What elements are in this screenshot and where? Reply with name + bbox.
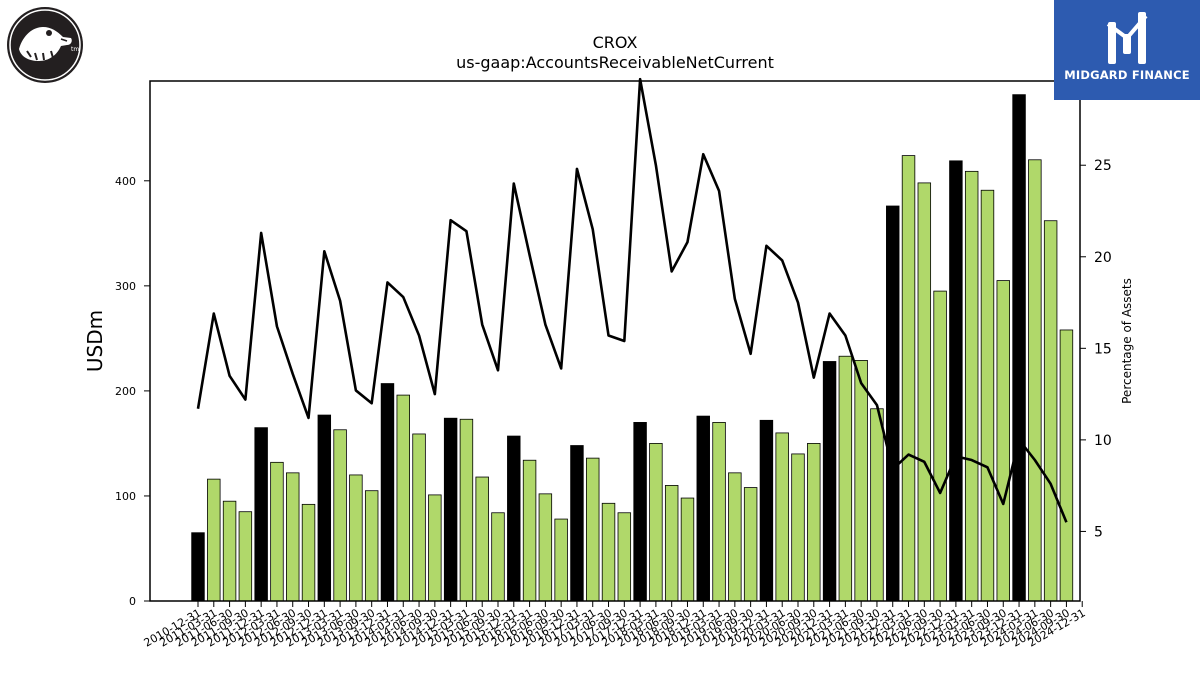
midgard-mark-icon [1106, 12, 1148, 64]
bar-2020-12-31 [822, 361, 837, 602]
y-tick-label: 300 [115, 280, 136, 293]
bar-2014-06-30 [412, 433, 426, 602]
crocs-logo: tm [5, 5, 85, 89]
y2-axis-label: Percentage of Assets [1120, 278, 1134, 404]
bar-2021-06-30 [854, 360, 868, 602]
bar-2021-09-30 [870, 408, 884, 602]
bar-2024-03-31 [1028, 159, 1042, 602]
bar-2016-12-31 [570, 445, 584, 602]
bar-2016-06-30 [538, 493, 553, 602]
bar-2015-09-30 [491, 512, 505, 602]
y2-tick-label: 15 [1094, 341, 1112, 357]
plot-frame [149, 80, 1081, 602]
bar-2022-09-30 [933, 290, 947, 602]
y-axis-label: USDm [83, 310, 107, 372]
bar-2018-12-31 [696, 415, 710, 602]
bar-2021-12-31 [886, 205, 900, 602]
bar-2018-06-30 [664, 485, 679, 602]
bar-2022-03-31 [901, 155, 916, 602]
bar-2012-09-30 [301, 503, 316, 602]
bar-2019-09-30 [743, 487, 758, 602]
bar-2022-12-31 [949, 160, 963, 602]
bar-2019-12-31 [759, 419, 774, 602]
bar-2024-09-30 [1059, 329, 1074, 602]
bar-2024-06-30 [1043, 220, 1058, 602]
bar-2015-06-30 [475, 476, 489, 602]
y-tick-label: 0 [129, 595, 136, 608]
bar-2012-03-31 [270, 461, 284, 602]
bar-2010-12-31 [191, 532, 205, 602]
bar-2017-09-30 [617, 512, 632, 602]
bar-2013-12-31 [380, 383, 395, 602]
bar-2013-06-30 [349, 474, 363, 602]
bar-2013-03-31 [333, 429, 347, 602]
bar-2014-03-31 [396, 394, 410, 602]
bar-series [191, 94, 1074, 602]
bar-2017-03-31 [586, 457, 600, 602]
brand-name: MIDGARD FINANCE [1064, 68, 1190, 82]
bar-2019-06-30 [728, 472, 742, 602]
y-tick-label: 400 [115, 175, 136, 188]
y2-tick-label: 10 [1094, 433, 1112, 449]
line-percentage-of-assets [196, 77, 1068, 523]
bar-2012-06-30 [286, 472, 300, 602]
chart-title: CROX [593, 33, 638, 52]
bar-2014-12-31 [443, 417, 458, 602]
y-tick-label: 200 [115, 385, 136, 398]
bar-2019-03-31 [712, 422, 726, 602]
bar-2011-12-31 [254, 427, 268, 602]
line-series [196, 77, 1068, 523]
y-tick-label: 100 [115, 490, 136, 503]
y2-tick-label: 20 [1094, 250, 1112, 266]
y2-tick-label: 5 [1094, 524, 1103, 540]
bar-2020-06-30 [791, 453, 805, 602]
midgard-finance-logo: MIDGARD FINANCE [1054, 0, 1200, 100]
bar-2016-09-30 [554, 518, 568, 602]
bar-2023-12-31 [1012, 94, 1026, 602]
bar-2012-12-31 [317, 414, 332, 602]
bar-2011-09-30 [238, 511, 253, 602]
bar-2018-09-30 [680, 497, 695, 602]
bar-2014-09-30 [428, 494, 442, 602]
bar-2020-09-30 [807, 443, 821, 602]
bar-2011-03-31 [207, 478, 221, 602]
bar-2015-03-31 [459, 418, 474, 602]
bar-2017-06-30 [601, 502, 616, 602]
bar-2020-03-31 [775, 432, 789, 602]
bar-2011-06-30 [222, 500, 237, 602]
bar-2023-03-31 [964, 170, 979, 602]
y2-tick-label: 25 [1094, 158, 1112, 174]
bar-2023-06-30 [980, 189, 995, 602]
bar-2016-03-31 [522, 459, 537, 602]
chart-subtitle: us-gaap:AccountsReceivableNetCurrent [456, 53, 774, 72]
bar-2013-09-30 [364, 490, 379, 602]
svg-text:tm: tm [71, 46, 79, 53]
bar-2021-03-31 [838, 355, 853, 602]
bar-2023-09-30 [996, 280, 1010, 602]
bar-2022-06-30 [917, 182, 932, 602]
bar-2018-03-31 [649, 443, 663, 602]
axes [144, 80, 1086, 607]
bar-2017-12-31 [633, 422, 647, 602]
bar-2015-12-31 [507, 435, 521, 602]
